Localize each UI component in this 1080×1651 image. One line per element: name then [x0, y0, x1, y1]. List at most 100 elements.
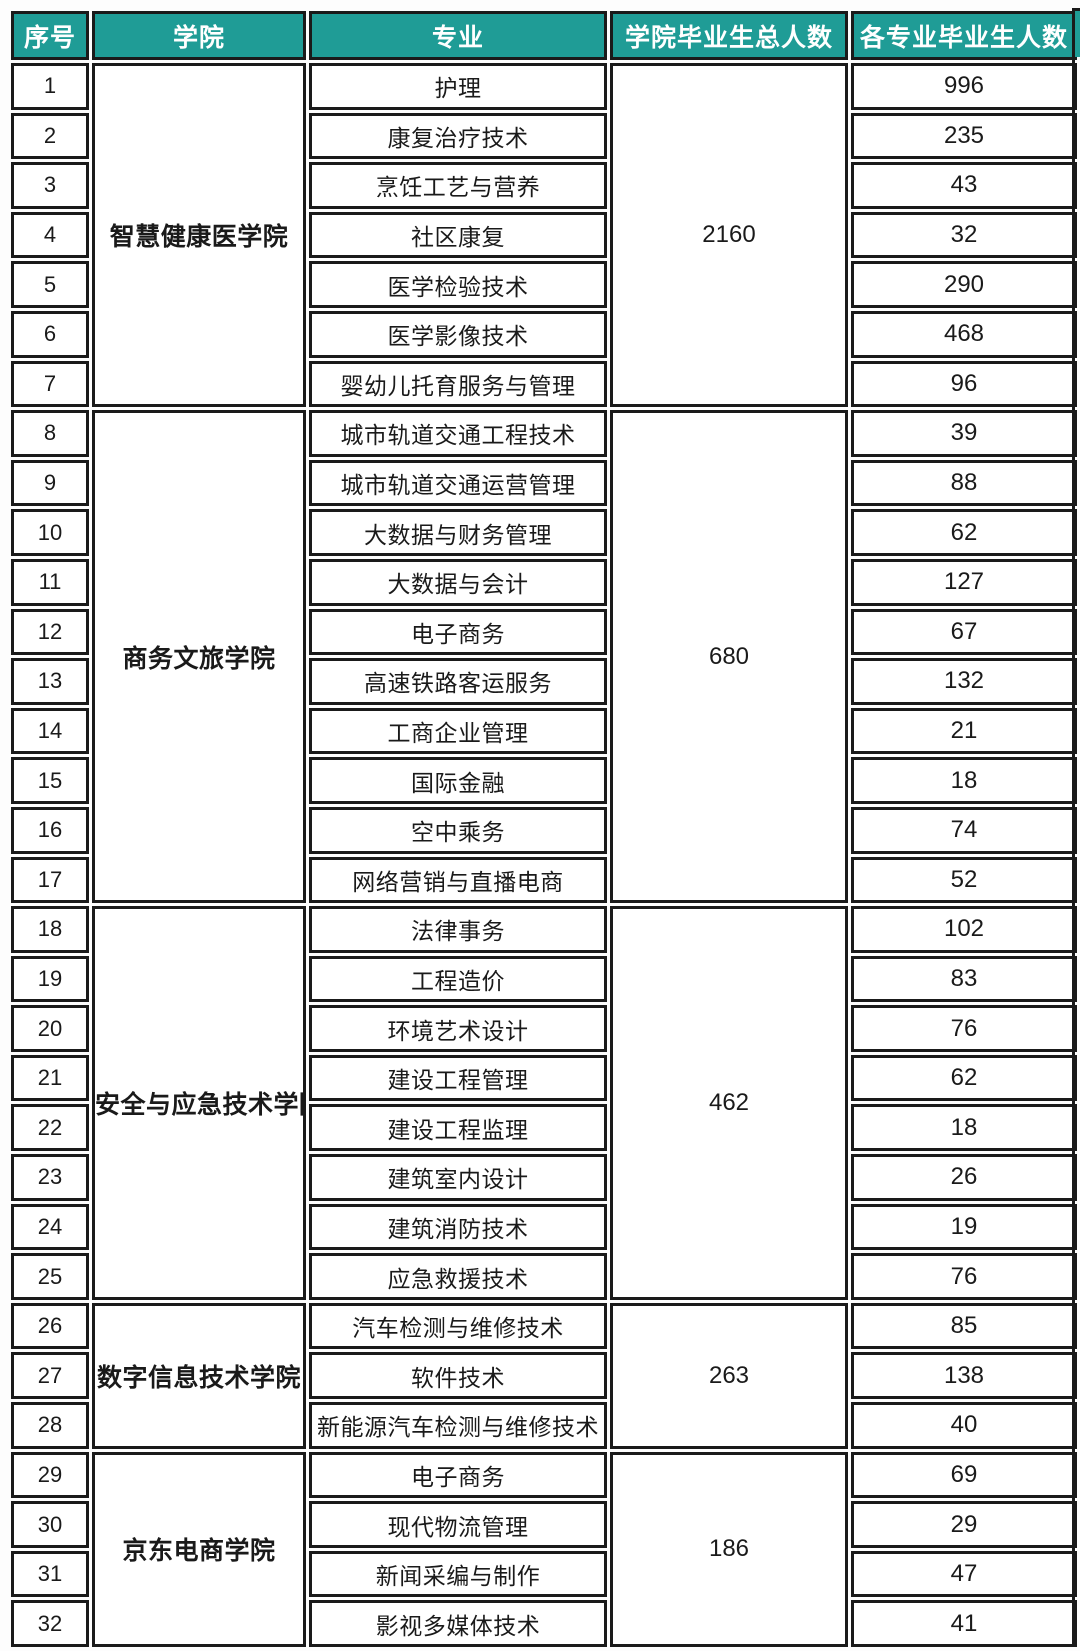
- row-index-cell: 11: [11, 558, 89, 606]
- table-row: 2 康复治疗技术 235: [11, 112, 1077, 160]
- row-index-cell: 9: [11, 459, 89, 507]
- major-name-cell: 建设工程监理: [309, 1104, 607, 1152]
- table-row: 6 医学影像技术 468: [11, 310, 1077, 358]
- major-name-cell: 汽车检测与维修技术: [309, 1302, 607, 1350]
- major-count-cell: 138: [851, 1352, 1077, 1400]
- major-name-cell: 法律事务: [309, 906, 607, 953]
- cropped-next-column-border: [1072, 8, 1075, 1645]
- header-col-college: 学院: [92, 11, 306, 60]
- row-index-cell: 26: [11, 1302, 89, 1350]
- major-count-cell: 52: [851, 856, 1077, 904]
- row-index-cell: 3: [11, 162, 89, 209]
- row-index-cell: 18: [11, 906, 89, 953]
- row-index-cell: 30: [11, 1501, 89, 1548]
- major-count-cell: 19: [851, 1203, 1077, 1251]
- row-index-cell: 20: [11, 1005, 89, 1052]
- major-count-cell: 88: [851, 459, 1077, 507]
- major-count-cell: 40: [851, 1402, 1077, 1449]
- major-count-cell: 996: [851, 63, 1077, 110]
- major-name-cell: 医学检验技术: [309, 261, 607, 308]
- table-row: 30 现代物流管理 29: [11, 1501, 1077, 1548]
- college-name-cell: 安全与应急技术学院: [92, 906, 306, 1300]
- table-row: 20 环境艺术设计 76: [11, 1005, 1077, 1052]
- major-name-cell: 应急救援技术: [309, 1253, 607, 1300]
- header-col-major: 专业: [309, 11, 607, 60]
- table-row: 22 建设工程监理 18: [11, 1104, 1077, 1152]
- table-row: 27 软件技术 138: [11, 1352, 1077, 1400]
- table-row: 26 数字信息技术学院 汽车检测与维修技术 263 85: [11, 1302, 1077, 1449]
- major-name-cell: 城市轨道交通工程技术: [309, 410, 607, 457]
- row-index-cell: 25: [11, 1253, 89, 1300]
- major-count-cell: 85: [851, 1302, 1077, 1350]
- major-count-cell: 39: [851, 410, 1077, 457]
- row-index-cell: 24: [11, 1203, 89, 1251]
- row-index-cell: 22: [11, 1104, 89, 1152]
- table-row: 28 新能源汽车检测与维修技术 40: [11, 1402, 1077, 1449]
- table-row: 3 烹饪工艺与营养 43: [11, 162, 1077, 209]
- table-row: 25 应急救援技术 76: [11, 1253, 1077, 1300]
- row-index-cell: 23: [11, 1154, 89, 1201]
- major-name-cell: 工程造价: [309, 955, 607, 1003]
- row-index-cell: 12: [11, 608, 89, 656]
- row-index-cell: 8: [11, 410, 89, 457]
- major-count-cell: 102: [851, 906, 1077, 953]
- row-index-cell: 5: [11, 261, 89, 308]
- major-count-cell: 96: [851, 360, 1077, 408]
- major-name-cell: 空中乘务: [309, 806, 607, 854]
- major-count-cell: 468: [851, 310, 1077, 358]
- table-row: 5 医学检验技术 290: [11, 261, 1077, 308]
- college-total-cell: 186: [610, 1451, 848, 1647]
- major-name-cell: 大数据与财务管理: [309, 509, 607, 556]
- major-name-cell: 婴幼儿托育服务与管理: [309, 360, 607, 408]
- row-index-cell: 14: [11, 707, 89, 755]
- table-row: 18 安全与应急技术学院 法律事务 462 102: [11, 906, 1077, 1300]
- row-index-cell: 7: [11, 360, 89, 408]
- row-index-cell: 31: [11, 1550, 89, 1598]
- table-row: 13 高速铁路客运服务 132: [11, 658, 1077, 705]
- major-name-cell: 影视多媒体技术: [309, 1600, 607, 1647]
- table-row: 21 建设工程管理 62: [11, 1054, 1077, 1102]
- major-name-cell: 医学影像技术: [309, 310, 607, 358]
- major-count-cell: 62: [851, 509, 1077, 556]
- college-total-cell: 462: [610, 906, 848, 1300]
- major-name-cell: 康复治疗技术: [309, 112, 607, 160]
- major-count-cell: 41: [851, 1600, 1077, 1647]
- table-row: 8 商务文旅学院 城市轨道交通工程技术 680 39: [11, 410, 1077, 904]
- row-index-cell: 21: [11, 1054, 89, 1102]
- table-row: 10 大数据与财务管理 62: [11, 509, 1077, 556]
- table-row: 32 影视多媒体技术 41: [11, 1600, 1077, 1647]
- major-count-cell: 29: [851, 1501, 1077, 1548]
- row-index-cell: 10: [11, 509, 89, 556]
- college-name-cell: 数字信息技术学院: [92, 1302, 306, 1449]
- college-name-cell: 智慧健康医学院: [92, 63, 306, 408]
- row-index-cell: 15: [11, 757, 89, 804]
- cropped-next-column-header-sliver: [1075, 8, 1080, 57]
- table-row: 16 空中乘务 74: [11, 806, 1077, 854]
- major-name-cell: 环境艺术设计: [309, 1005, 607, 1052]
- major-count-cell: 43: [851, 162, 1077, 209]
- major-count-cell: 132: [851, 658, 1077, 705]
- major-count-cell: 62: [851, 1054, 1077, 1102]
- major-count-cell: 83: [851, 955, 1077, 1003]
- row-index-cell: 16: [11, 806, 89, 854]
- row-index-cell: 27: [11, 1352, 89, 1400]
- major-name-cell: 软件技术: [309, 1352, 607, 1400]
- major-count-cell: 127: [851, 558, 1077, 606]
- major-name-cell: 烹饪工艺与营养: [309, 162, 607, 209]
- header-row: 序号 学院 专业 学院毕业生总人数 各专业毕业生人数: [11, 11, 1077, 60]
- major-name-cell: 新闻采编与制作: [309, 1550, 607, 1598]
- major-name-cell: 新能源汽车检测与维修技术: [309, 1402, 607, 1449]
- table-row: 1 智慧健康医学院 护理 2160 996: [11, 63, 1077, 408]
- header-col-college-total: 学院毕业生总人数: [610, 11, 848, 60]
- major-count-cell: 21: [851, 707, 1077, 755]
- major-count-cell: 235: [851, 112, 1077, 160]
- major-count-cell: 26: [851, 1154, 1077, 1201]
- table-row: 23 建筑室内设计 26: [11, 1154, 1077, 1201]
- table-row: 31 新闻采编与制作 47: [11, 1550, 1077, 1598]
- table-row: 4 社区康复 32: [11, 211, 1077, 259]
- college-total-cell: 680: [610, 410, 848, 904]
- major-count-cell: 18: [851, 757, 1077, 804]
- table-body: 1 智慧健康医学院 护理 2160 996 2 康复治疗技术 235 3 烹饪工艺与营养 43 4 社区…: [11, 63, 1077, 1647]
- college-name-cell: 商务文旅学院: [92, 410, 306, 904]
- major-name-cell: 工商企业管理: [309, 707, 607, 755]
